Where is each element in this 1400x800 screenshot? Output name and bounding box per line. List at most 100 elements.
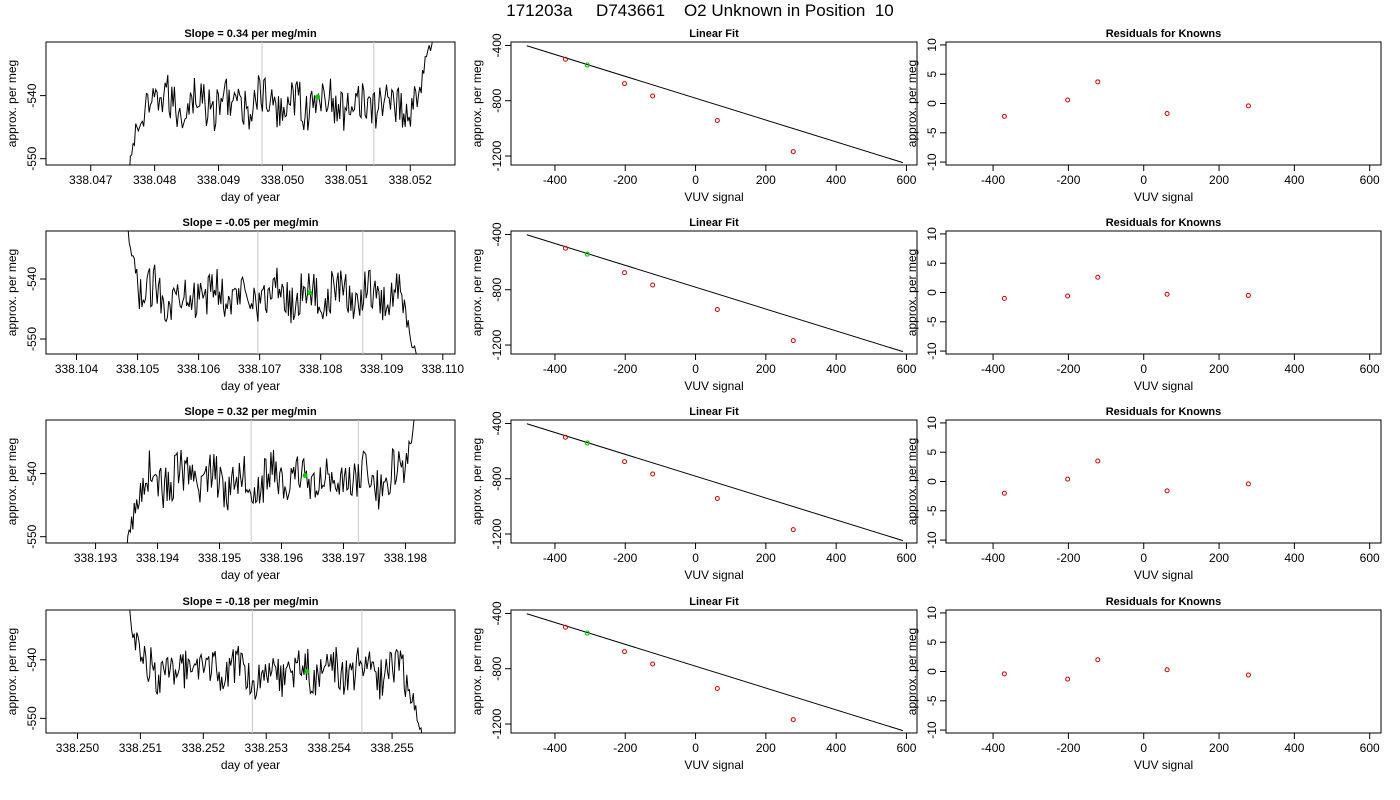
x-tick-label: 338.252 bbox=[182, 741, 226, 755]
known-point bbox=[714, 495, 720, 501]
plot-frame bbox=[945, 41, 1382, 166]
x-tick-label: -400 bbox=[543, 741, 567, 755]
residual-point bbox=[1001, 295, 1007, 301]
x-tick-label: 338.050 bbox=[261, 173, 305, 187]
y-axis-label: approx. per meg bbox=[905, 249, 919, 336]
unknown-point bbox=[315, 94, 321, 100]
y-tick-label: 10 bbox=[925, 227, 939, 241]
y-tick-label: 5 bbox=[925, 639, 939, 646]
trace-line bbox=[129, 610, 423, 733]
x-tick-label: 400 bbox=[826, 551, 846, 565]
x-tick-label: 338.253 bbox=[245, 741, 289, 755]
y-tick-label: -1200 bbox=[490, 329, 504, 360]
x-tick-label: 600 bbox=[1360, 362, 1380, 376]
known-point bbox=[714, 306, 720, 312]
x-tick-label: 600 bbox=[896, 362, 916, 376]
x-tick-label: 400 bbox=[1284, 173, 1304, 187]
plot-frame bbox=[945, 230, 1382, 355]
y-tick-label: 10 bbox=[925, 38, 939, 52]
x-tick-label: 400 bbox=[826, 173, 846, 187]
x-axis-label: VUV signal bbox=[1134, 190, 1193, 204]
fit-line bbox=[526, 234, 904, 353]
y-tick-label: 10 bbox=[925, 416, 939, 430]
x-tick-label: 200 bbox=[1209, 551, 1229, 565]
y-axis-label: approx. per meg bbox=[905, 60, 919, 147]
x-tick-label: 0 bbox=[692, 551, 699, 565]
y-tick-label: -800 bbox=[490, 466, 504, 490]
panel-timeseries-row-1: Slope = 0.34 per meg/min day of year appro… bbox=[5, 28, 456, 204]
panel-title: Residuals for Knowns bbox=[1106, 406, 1222, 418]
y-tick-label: -1200 bbox=[490, 708, 504, 739]
panel-title: Slope = 0.34 per meg/min bbox=[184, 28, 317, 40]
y-tick-label: -10 bbox=[925, 153, 939, 171]
y-axis-label: approx. per meg bbox=[470, 249, 484, 336]
x-tick-label: 600 bbox=[1360, 741, 1380, 755]
panel-title: Linear Fit bbox=[689, 217, 739, 229]
y-tick-label: -550 bbox=[25, 524, 39, 548]
known-point bbox=[790, 527, 796, 533]
panel-residuals-row-2: Residuals for Knowns VUV signal approx. pe… bbox=[905, 217, 1382, 393]
residual-point bbox=[1245, 103, 1251, 109]
plot-frame bbox=[510, 230, 918, 355]
y-tick-label: 0 bbox=[925, 668, 939, 675]
known-point bbox=[622, 270, 628, 276]
unknown-point bbox=[584, 440, 590, 446]
x-tick-label: 338.047 bbox=[69, 173, 113, 187]
x-axis-label: VUV signal bbox=[1134, 379, 1193, 393]
residual-point bbox=[1245, 672, 1251, 678]
known-point bbox=[790, 338, 796, 344]
y-axis-label: approx. per meg bbox=[905, 438, 919, 525]
known-point bbox=[714, 117, 720, 123]
known-point bbox=[650, 93, 656, 99]
x-tick-label: 338.052 bbox=[389, 173, 433, 187]
x-axis-label: VUV signal bbox=[1134, 758, 1193, 772]
x-tick-label: -200 bbox=[1056, 551, 1080, 565]
x-tick-label: 600 bbox=[1360, 551, 1380, 565]
x-tick-label: 338.193 bbox=[74, 551, 118, 565]
x-tick-label: 0 bbox=[692, 741, 699, 755]
x-tick-label: 0 bbox=[692, 173, 699, 187]
panel-title: Residuals for Knowns bbox=[1106, 596, 1222, 608]
x-tick-label: 0 bbox=[1140, 362, 1147, 376]
known-point bbox=[562, 624, 568, 630]
y-axis-label: approx. per meg bbox=[5, 438, 19, 525]
panel-residuals-row-3: Residuals for Knowns VUV signal approx. pe… bbox=[905, 406, 1382, 582]
known-point bbox=[650, 661, 656, 667]
x-tick-label: 338.107 bbox=[238, 362, 282, 376]
y-tick-label: -800 bbox=[490, 88, 504, 112]
residual-point bbox=[1164, 110, 1170, 116]
x-tick-label: -200 bbox=[1056, 173, 1080, 187]
residual-point bbox=[1164, 488, 1170, 494]
x-tick-label: 338.198 bbox=[384, 551, 428, 565]
y-tick-label: 10 bbox=[925, 606, 939, 620]
x-tick-label: 600 bbox=[896, 551, 916, 565]
known-point bbox=[714, 685, 720, 691]
y-tick-label: -550 bbox=[25, 706, 39, 730]
x-axis-label: VUV signal bbox=[684, 190, 743, 204]
plot-frame bbox=[945, 609, 1382, 734]
residual-point bbox=[1095, 657, 1101, 663]
known-point bbox=[790, 149, 796, 155]
y-tick-label: 5 bbox=[925, 71, 939, 78]
panel-timeseries-row-3: Slope = 0.32 per meg/min day of year appro… bbox=[5, 406, 456, 582]
panel-title: Linear Fit bbox=[689, 406, 739, 418]
x-tick-label: 200 bbox=[1209, 173, 1229, 187]
x-tick-label: 338.196 bbox=[260, 551, 304, 565]
x-tick-label: 338.251 bbox=[119, 741, 163, 755]
plot-frame bbox=[45, 419, 456, 544]
unknown-point bbox=[584, 62, 590, 68]
x-tick-label: 600 bbox=[896, 741, 916, 755]
y-tick-label: 5 bbox=[925, 260, 939, 267]
x-tick-label: -200 bbox=[613, 741, 637, 755]
fit-line bbox=[526, 613, 904, 732]
figure-title: 171203a D743661 O2 Unknown in Position 1… bbox=[506, 1, 894, 20]
x-tick-label: -400 bbox=[981, 551, 1005, 565]
fit-line bbox=[526, 45, 904, 164]
unknown-point bbox=[584, 630, 590, 636]
y-tick-label: -550 bbox=[25, 146, 39, 170]
x-tick-label: 0 bbox=[692, 362, 699, 376]
residual-point bbox=[1245, 292, 1251, 298]
y-tick-label: -5 bbox=[925, 695, 939, 706]
x-tick-label: 338.049 bbox=[197, 173, 241, 187]
